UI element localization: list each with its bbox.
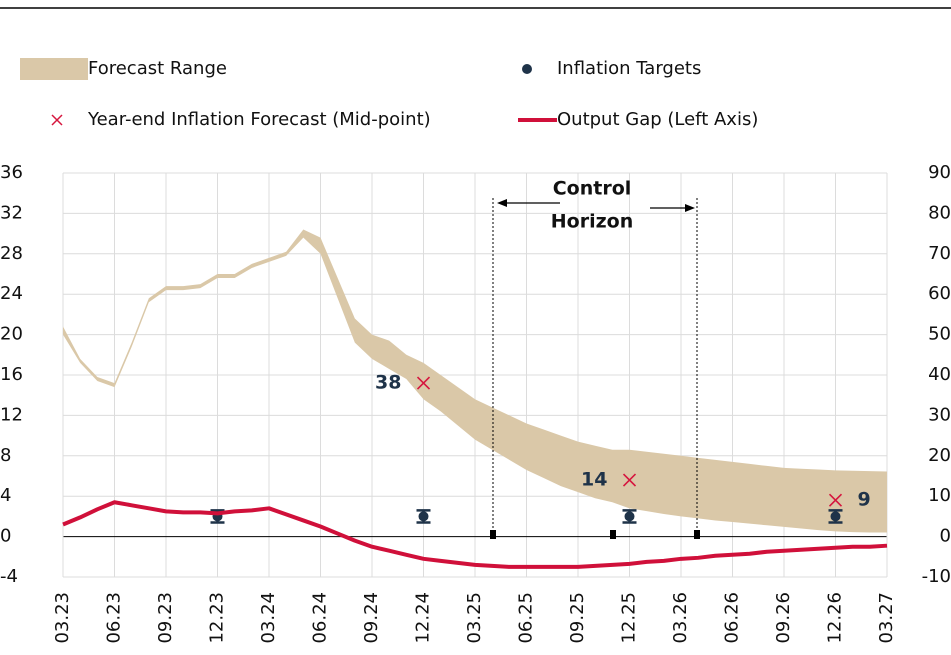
x-tick-label: 03.23 [52, 592, 73, 644]
y-tick-label: 36 [0, 162, 23, 183]
y2-tick-label: 80 [928, 202, 951, 223]
legend-label: Year-end Inflation Forecast (Mid-point) [87, 109, 431, 130]
x-tick-label: 09.23 [155, 592, 176, 644]
marker [694, 530, 700, 539]
target-dot [830, 511, 841, 522]
marker [490, 530, 496, 539]
legend-label: Output Gap (Left Axis) [557, 109, 758, 130]
x-tick-label: 03.25 [464, 592, 485, 644]
legend-swatch [51, 114, 63, 126]
legend-swatch [522, 64, 532, 74]
x-tick-label: 12.26 [825, 592, 846, 644]
output-gap-line [62, 500, 888, 569]
legend-swatch [20, 58, 88, 80]
x-tick-label: 06.24 [310, 592, 331, 644]
target-dot [624, 511, 635, 522]
forecast-cross [416, 376, 431, 390]
plot-area: 03.23 06.23 09.23 12.23 03.24 06.24 09.24 12.24… [0, 162, 951, 644]
y2-tick-label: 10 [928, 485, 951, 506]
y2-tick-label: 20 [928, 445, 951, 466]
arrow-head [497, 199, 507, 207]
y2-tick-label: 30 [928, 404, 951, 425]
marker [610, 530, 616, 539]
y-tick-label: 0 [0, 526, 11, 547]
y2-tick-label: -10 [922, 566, 951, 587]
x-tick-label: 03.27 [876, 592, 897, 644]
y-tick-label: 24 [0, 283, 23, 304]
data-label: 9 [858, 489, 871, 511]
y-tick-label: 8 [0, 445, 11, 466]
x-tick-label: 09.26 [773, 592, 794, 644]
y-tick-label: 28 [0, 243, 23, 264]
y-tick-label: 20 [0, 324, 23, 345]
x-tick-label: 03.26 [670, 592, 691, 644]
x-tick-label: 09.25 [567, 592, 588, 644]
x-tick-label: 09.24 [361, 592, 382, 644]
y2-tick-label: 70 [928, 243, 951, 264]
y-tick-label: 16 [0, 364, 23, 385]
legend-label: Forecast Range [88, 58, 227, 79]
y2-tick-label: 50 [928, 324, 951, 345]
data-label: 14 [581, 469, 607, 491]
y2-tick-label: 40 [928, 364, 951, 385]
arrow-head [685, 204, 695, 212]
target-dot [418, 511, 429, 522]
x-tick-label: 12.25 [619, 592, 640, 644]
x-tick-label: 12.23 [207, 592, 228, 644]
y2-tick-label: 60 [928, 283, 951, 304]
y-tick-label: 12 [0, 404, 23, 425]
forecast-cross [622, 473, 637, 487]
forecast-cross [828, 493, 843, 507]
forecast-band [63, 229, 887, 533]
control-horizon: Control Horizon [490, 178, 700, 539]
annotation: Horizon [551, 211, 633, 233]
y-tick-label: 32 [0, 202, 23, 223]
x-tick-label: 06.26 [722, 592, 743, 644]
y-tick-label: -4 [0, 566, 18, 587]
y2-tick-label: 90 [928, 162, 951, 183]
annotation: Control [553, 178, 632, 200]
x-tick-label: 12.24 [413, 592, 434, 644]
legend-label: Inflation Targets [557, 58, 701, 79]
data-label: 38 [375, 372, 401, 394]
x-tick-label: 03.24 [258, 592, 279, 644]
x-tick-label: 06.25 [516, 592, 537, 644]
y2-tick-label: 0 [940, 526, 951, 547]
y-tick-label: 4 [0, 485, 11, 506]
x-tick-label: 06.23 [104, 592, 125, 644]
